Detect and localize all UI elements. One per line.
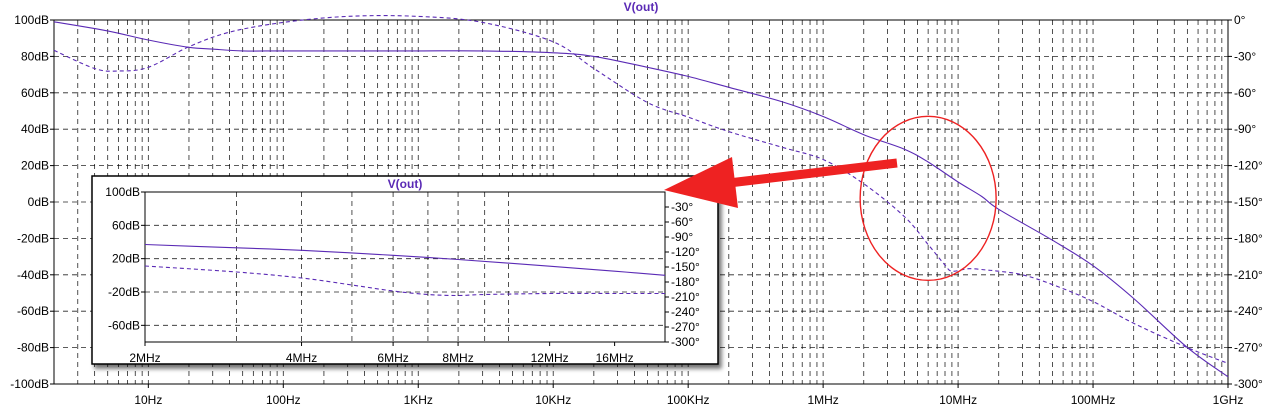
y-tick-label: 100dB xyxy=(14,13,49,27)
zoom-region-ellipse xyxy=(859,115,997,282)
callout-arrow-head xyxy=(664,157,738,208)
x-tick-label: 2MHz xyxy=(129,351,160,365)
y2-tick-label: -270° xyxy=(671,320,700,334)
y2-tick-label: -270° xyxy=(1234,341,1263,355)
y-tick-label: 20dB xyxy=(21,159,49,173)
annotation-overlay xyxy=(664,115,997,282)
phase-trace xyxy=(53,15,1229,364)
y2-tick-label: -120° xyxy=(671,245,700,259)
x-tick-label: 1GHz xyxy=(1213,393,1244,407)
y2-tick-label: -210° xyxy=(1234,268,1263,282)
y2-tick-label: -240° xyxy=(671,305,700,319)
y2-tick-label: -150° xyxy=(1234,195,1263,209)
y2-tick-label: -120° xyxy=(1234,159,1263,173)
callout-arrow-shaft xyxy=(711,158,898,190)
x-tick-label: 12MHz xyxy=(531,351,569,365)
y2-tick-label: -180° xyxy=(671,275,700,289)
y2-tick-label: -60° xyxy=(1234,86,1256,100)
y2-tick-label: -30° xyxy=(1234,49,1256,63)
x-tick-label: 100MHz xyxy=(1071,393,1116,407)
x-tick-label: 6MHz xyxy=(377,351,408,365)
x-tick-label: 4MHz xyxy=(286,351,317,365)
y-tick-label: 40dB xyxy=(21,122,49,136)
magnitude-trace xyxy=(144,243,666,276)
x-tick-label: 8MHz xyxy=(442,351,473,365)
y-tick-label: -20dB xyxy=(17,231,49,245)
y-tick-label: -40dB xyxy=(17,268,49,282)
y2-tick-label: -60° xyxy=(671,215,693,229)
magnitude-trace xyxy=(53,21,1229,378)
phase-trace xyxy=(144,265,665,297)
y-tick-label: 100dB xyxy=(105,185,140,199)
y2-tick-label: -180° xyxy=(1234,231,1263,245)
chart-title: V(out) xyxy=(624,0,659,14)
y2-tick-label: -90° xyxy=(1234,122,1256,136)
y2-tick-label: -90° xyxy=(671,230,693,244)
x-tick-label: 16MHz xyxy=(596,351,634,365)
y-tick-label: -20dB xyxy=(108,285,140,299)
y2-tick-label: -210° xyxy=(671,290,700,304)
y2-tick-label: -300° xyxy=(1234,377,1263,391)
y-tick-label: -60dB xyxy=(17,304,49,318)
inset-frame xyxy=(91,175,719,365)
x-tick-label: 1KHz xyxy=(404,393,433,407)
y-tick-label: 60dB xyxy=(112,218,140,232)
y-tick-label: -60dB xyxy=(108,318,140,332)
y-tick-label: 80dB xyxy=(21,49,49,63)
x-tick-label: 1MHz xyxy=(807,393,838,407)
x-tick-label: 100Hz xyxy=(266,393,301,407)
y-tick-label: -80dB xyxy=(17,341,49,355)
x-tick-label: 10MHz xyxy=(939,393,977,407)
y2-tick-label: -240° xyxy=(1234,304,1263,318)
y2-tick-label: -150° xyxy=(671,260,700,274)
y2-tick-label: -30° xyxy=(671,200,693,214)
x-tick-label: 10KHz xyxy=(535,393,571,407)
x-tick-label: 10Hz xyxy=(134,393,162,407)
y2-tick-label: 0° xyxy=(1234,13,1246,27)
y2-tick-label: -300° xyxy=(671,335,700,349)
x-tick-label: 100KHz xyxy=(667,393,710,407)
inset-chart: 100dB 60dB 20dB -20dB -60dB -30°-60°-90°-120°… xyxy=(91,175,719,365)
y-tick-label: 0dB xyxy=(28,195,49,209)
y-tick-label: 60dB xyxy=(21,86,49,100)
chart-title: V(out) xyxy=(388,177,423,191)
y-tick-label: -100dB xyxy=(10,377,49,391)
y-tick-label: 20dB xyxy=(112,252,140,266)
